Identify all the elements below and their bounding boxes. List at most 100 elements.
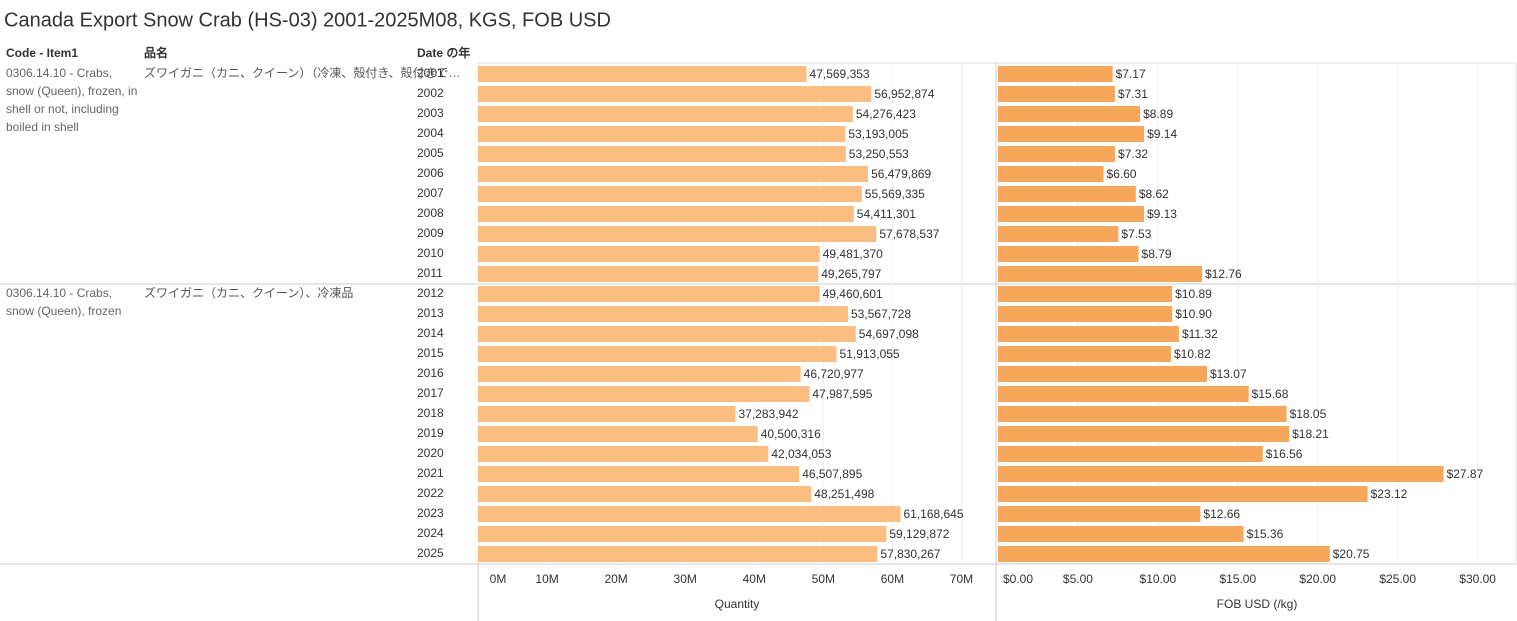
bar xyxy=(998,546,1330,562)
value-label: $18.21 xyxy=(1292,427,1329,441)
bar xyxy=(998,266,1203,282)
value-label: $20.75 xyxy=(1333,547,1370,561)
value-label: 54,411,301 xyxy=(857,207,916,221)
bar xyxy=(478,526,887,542)
year-label: 2025 xyxy=(417,546,444,560)
year-label: 2003 xyxy=(417,106,444,120)
bar xyxy=(998,206,1144,222)
bar xyxy=(998,506,1201,522)
value-label: 42,034,053 xyxy=(771,447,831,461)
value-label: 53,567,728 xyxy=(851,307,911,321)
value-label: 54,276,423 xyxy=(856,107,916,121)
year-label: 2001 xyxy=(417,66,444,80)
x-tick-label: 40M xyxy=(743,572,766,586)
year-label: 2013 xyxy=(417,306,444,320)
x-tick-label: 60M xyxy=(881,572,904,586)
x-tick-label: $5.00 xyxy=(1063,572,1093,586)
bar xyxy=(478,86,872,102)
bar xyxy=(478,386,810,402)
year-label: 2007 xyxy=(417,186,444,200)
header-code: Code - Item1 xyxy=(6,46,78,60)
value-label: $8.89 xyxy=(1143,107,1173,121)
year-label: 2021 xyxy=(417,466,444,480)
value-label: $16.56 xyxy=(1266,447,1303,461)
value-label: 47,987,595 xyxy=(812,387,872,401)
x-tick-label: $10.00 xyxy=(1140,572,1177,586)
year-label: 2009 xyxy=(417,226,444,240)
bar xyxy=(478,446,769,462)
group-code: 0306.14.10 - Crabs, snow (Queen), frozen xyxy=(6,286,122,318)
year-label: 2010 xyxy=(417,246,444,260)
value-label: 56,479,869 xyxy=(871,167,931,181)
value-label: $12.66 xyxy=(1203,507,1240,521)
year-label: 2015 xyxy=(417,346,444,360)
bar xyxy=(998,286,1173,302)
year-label: 2016 xyxy=(417,366,444,380)
bar xyxy=(998,486,1368,502)
bar xyxy=(998,386,1249,402)
bar xyxy=(998,346,1171,362)
value-label: 49,265,797 xyxy=(821,267,881,281)
bar xyxy=(998,306,1173,322)
group-name: ズワイガニ（カニ、クイーン）、冷凍品 xyxy=(144,286,354,300)
bar xyxy=(478,366,801,382)
header-date: Date の年 xyxy=(417,45,470,60)
value-label: $8.79 xyxy=(1142,247,1172,261)
value-label: $7.32 xyxy=(1118,147,1148,161)
value-label: 37,283,942 xyxy=(739,407,799,421)
value-label: 46,507,895 xyxy=(802,467,862,481)
value-label: $9.13 xyxy=(1147,207,1177,221)
value-label: $13.07 xyxy=(1210,367,1247,381)
value-label: $10.90 xyxy=(1175,307,1212,321)
bar xyxy=(998,186,1136,202)
value-label: $18.05 xyxy=(1290,407,1327,421)
value-label: $11.32 xyxy=(1182,327,1218,341)
x-tick-label: 50M xyxy=(812,572,835,586)
bar xyxy=(998,166,1104,182)
year-label: 2004 xyxy=(417,126,444,140)
year-label: 2017 xyxy=(417,386,444,400)
year-label: 2022 xyxy=(417,486,444,500)
year-label: 2008 xyxy=(417,206,444,220)
x-tick-label: $30.00 xyxy=(1459,572,1496,586)
value-label: 53,193,005 xyxy=(848,127,908,141)
bar xyxy=(478,106,853,122)
chart-title: Canada Export Snow Crab (HS-03) 2001-202… xyxy=(4,9,611,31)
year-label: 2002 xyxy=(417,86,444,100)
year-label: 2023 xyxy=(417,506,444,520)
value-label: $10.82 xyxy=(1174,347,1211,361)
bar xyxy=(478,266,819,282)
value-label: $7.31 xyxy=(1118,87,1148,101)
value-label: 48,251,498 xyxy=(814,487,874,501)
x-tick-label: 70M xyxy=(950,572,973,586)
bar xyxy=(998,426,1290,442)
x-tick-label: 10M xyxy=(535,572,558,586)
value-label: 40,500,316 xyxy=(761,427,821,441)
value-label: 47,569,353 xyxy=(810,67,870,81)
year-label: 2020 xyxy=(417,446,444,460)
bar xyxy=(478,186,862,202)
value-label: 53,250,553 xyxy=(849,147,909,161)
value-label: $27.87 xyxy=(1447,467,1484,481)
bar xyxy=(998,446,1263,462)
year-label: 2024 xyxy=(417,526,444,540)
bar xyxy=(478,426,758,442)
bar xyxy=(998,246,1139,262)
bar xyxy=(478,466,800,482)
x-axis-label: Quantity xyxy=(715,597,760,611)
bar xyxy=(478,346,837,362)
bar xyxy=(478,546,878,562)
x-tick-label: $0.00 xyxy=(1003,572,1033,586)
header-name: 品名 xyxy=(144,45,168,60)
bar xyxy=(998,366,1207,382)
bar xyxy=(478,306,848,322)
x-tick-label: $15.00 xyxy=(1219,572,1256,586)
year-label: 2019 xyxy=(417,426,444,440)
bar xyxy=(478,246,820,262)
x-axis-label: FOB USD (/kg) xyxy=(1217,597,1298,611)
value-label: 54,697,098 xyxy=(859,327,919,341)
value-label: $10.89 xyxy=(1175,287,1212,301)
year-label: 2005 xyxy=(417,146,444,160)
bar xyxy=(478,146,846,162)
